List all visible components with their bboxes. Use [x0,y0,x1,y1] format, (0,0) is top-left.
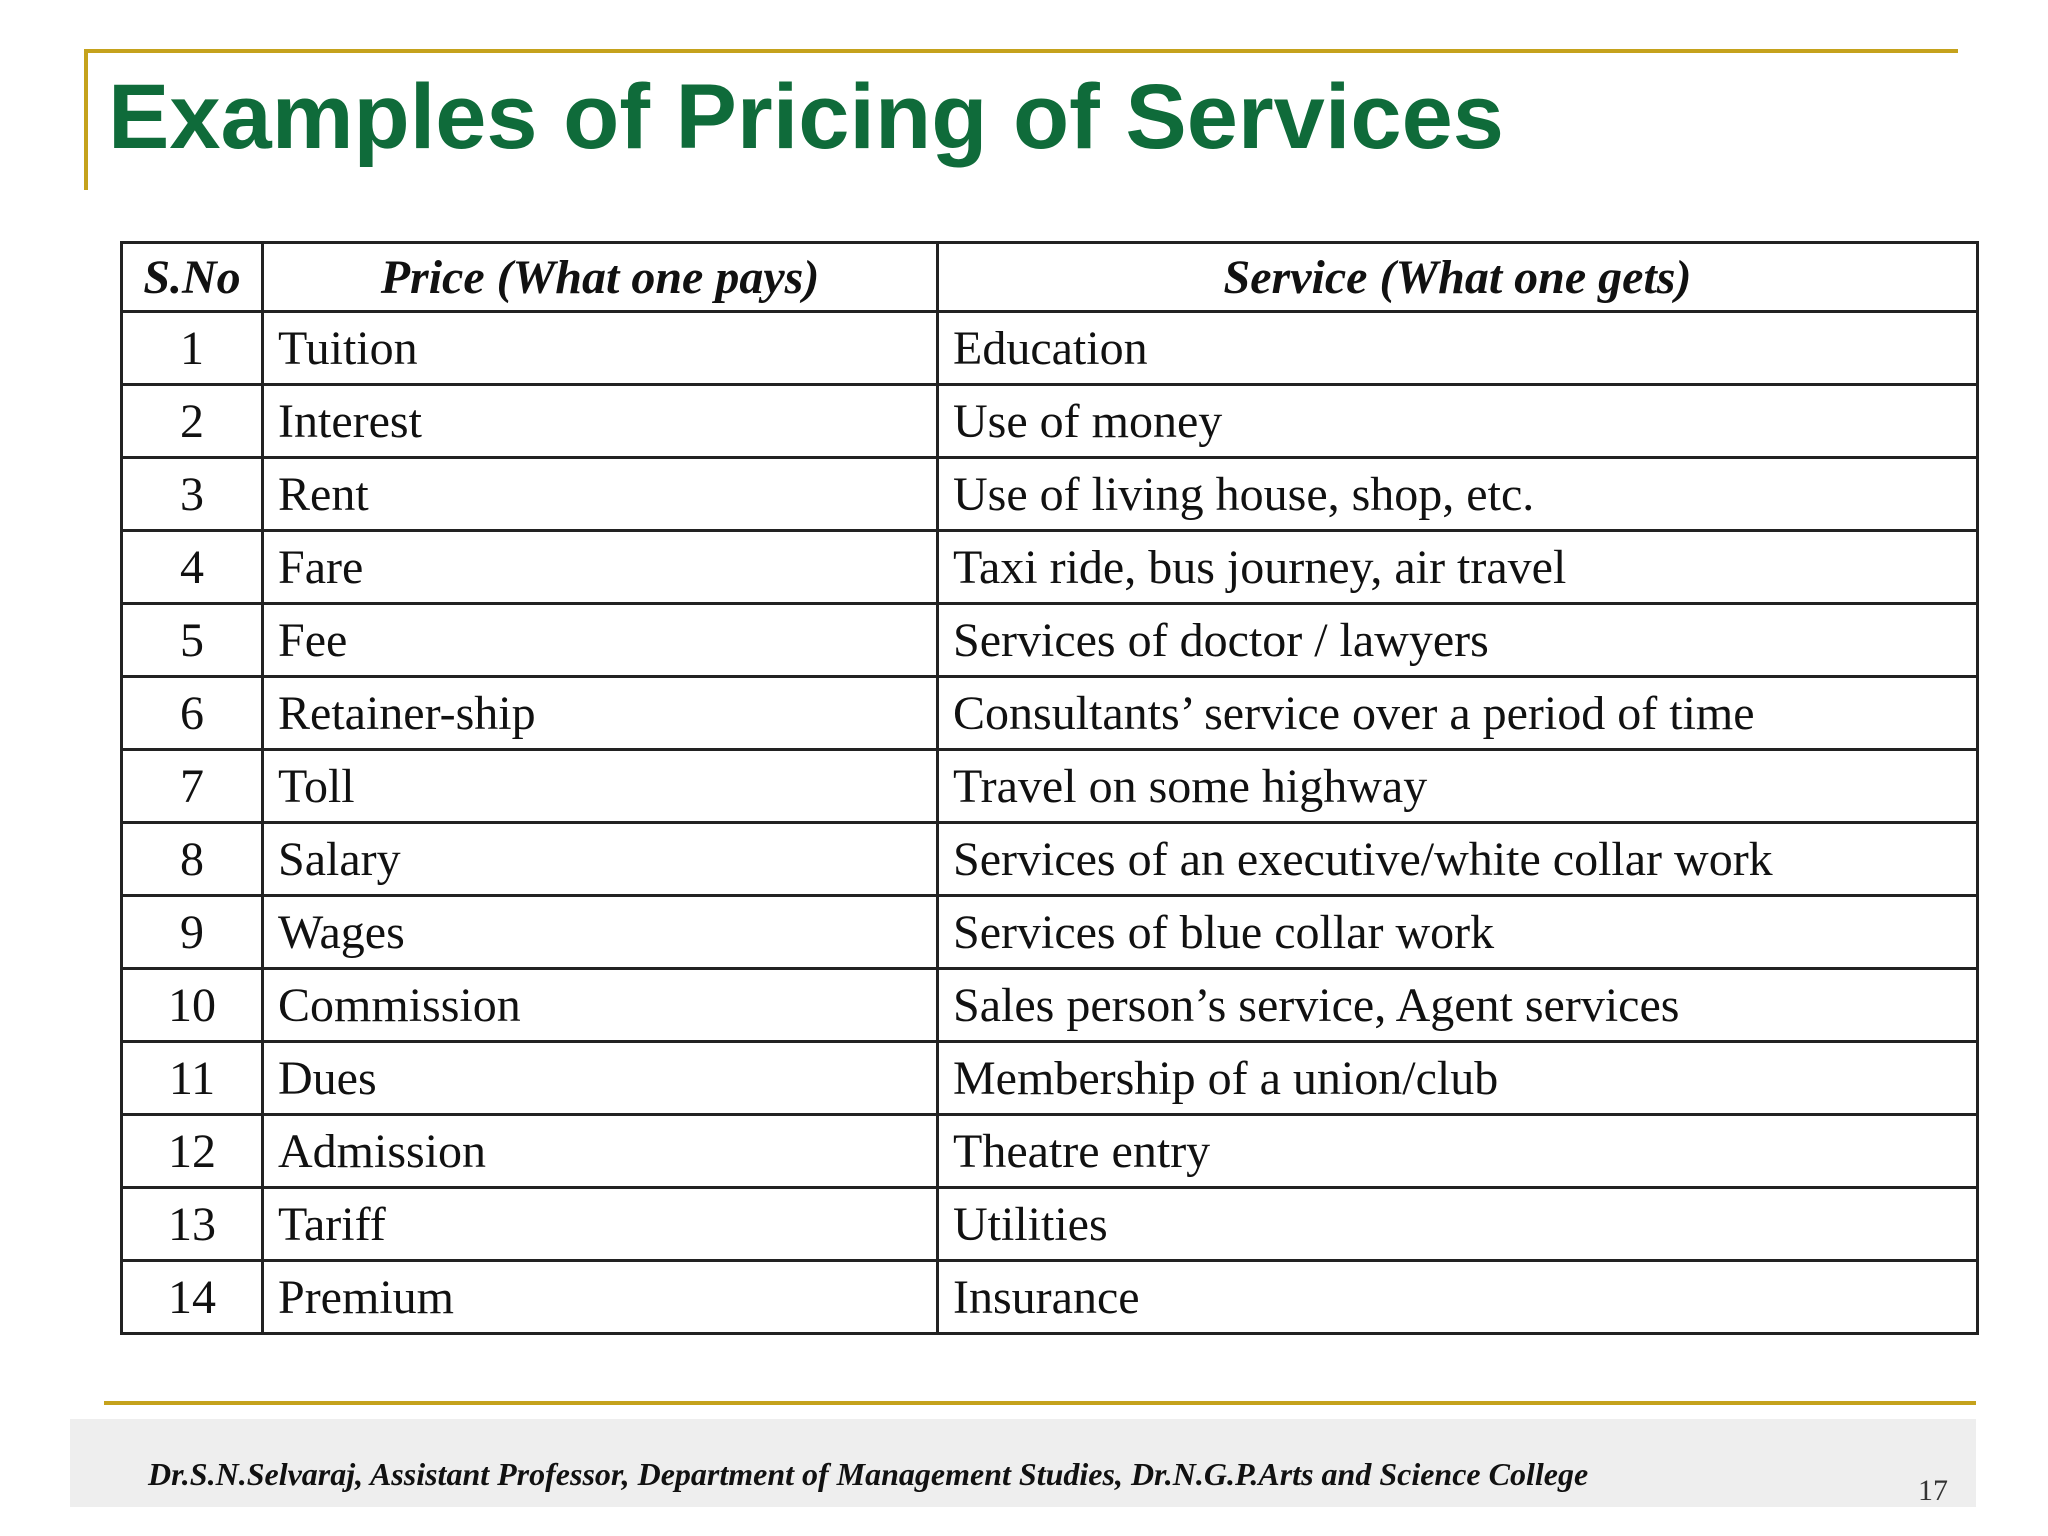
table-row: 4 Fare Taxi ride, bus journey, air trave… [120,529,1979,605]
cell-service: Use of living house, shop, etc. [936,456,1979,532]
cell-sno: 7 [120,748,264,824]
footer-bar [70,1419,1976,1507]
table-row: 1 Tuition Education [120,310,1979,386]
cell-price: Tuition [261,310,939,386]
cell-price: Interest [261,383,939,459]
cell-price: Salary [261,821,939,897]
cell-sno: 11 [120,1040,264,1116]
cell-price: Toll [261,748,939,824]
header-sno: S.No [120,241,264,313]
cell-price: Admission [261,1113,939,1189]
cell-sno: 5 [120,602,264,678]
cell-service: Services of doctor / lawyers [936,602,1979,678]
table-row: 7 Toll Travel on some highway [120,748,1979,824]
footer-author-credit: Dr.S.N.Selvaraj, Assistant Professor, De… [148,1456,1589,1492]
title-top-rule [84,49,1958,53]
cell-service: Education [936,310,1979,386]
footer-top-rule [104,1401,1976,1405]
table-row: 6 Retainer-ship Consultants’ service ove… [120,675,1979,751]
cell-sno: 13 [120,1186,264,1262]
cell-sno: 1 [120,310,264,386]
cell-sno: 12 [120,1113,264,1189]
table-row: 13 Tariff Utilities [120,1186,1979,1262]
cell-sno: 6 [120,675,264,751]
table-row: 10 Commission Sales person’s service, Ag… [120,967,1979,1043]
cell-price: Wages [261,894,939,970]
cell-sno: 2 [120,383,264,459]
cell-service: Use of money [936,383,1979,459]
table-row: 14 Premium Insurance [120,1259,1979,1335]
page-number: 17 [1918,1474,1948,1507]
cell-price: Premium [261,1259,939,1335]
table-row: 9 Wages Services of blue collar work [120,894,1979,970]
table-header-row: S.No Price (What one pays) Service (What… [120,241,1979,313]
header-service: Service (What one gets) [936,241,1979,313]
cell-service: Services of an executive/white collar wo… [936,821,1979,897]
cell-sno: 9 [120,894,264,970]
table-row: 8 Salary Services of an executive/white … [120,821,1979,897]
cell-price: Retainer-ship [261,675,939,751]
table-row: 12 Admission Theatre entry [120,1113,1979,1189]
slide-title: Examples of Pricing of Services [108,66,1504,168]
cell-service: Taxi ride, bus journey, air travel [936,529,1979,605]
cell-service: Utilities [936,1186,1979,1262]
cell-price: Rent [261,456,939,532]
table-row: 3 Rent Use of living house, shop, etc. [120,456,1979,532]
cell-price: Tariff [261,1186,939,1262]
cell-price: Commission [261,967,939,1043]
cell-service: Membership of a union/club [936,1040,1979,1116]
cell-price: Fare [261,529,939,605]
cell-service: Consultants’ service over a period of ti… [936,675,1979,751]
cell-sno: 3 [120,456,264,532]
cell-sno: 10 [120,967,264,1043]
pricing-table: S.No Price (What one pays) Service (What… [120,241,1979,1335]
table-row: 5 Fee Services of doctor / lawyers [120,602,1979,678]
header-price: Price (What one pays) [261,241,939,313]
cell-sno: 8 [120,821,264,897]
table-row: 11 Dues Membership of a union/club [120,1040,1979,1116]
cell-service: Insurance [936,1259,1979,1335]
title-left-rule [84,49,88,190]
cell-service: Travel on some highway [936,748,1979,824]
cell-sno: 14 [120,1259,264,1335]
cell-service: Sales person’s service, Agent services [936,967,1979,1043]
table-row: 2 Interest Use of money [120,383,1979,459]
cell-service: Theatre entry [936,1113,1979,1189]
cell-price: Fee [261,602,939,678]
cell-sno: 4 [120,529,264,605]
cell-service: Services of blue collar work [936,894,1979,970]
cell-price: Dues [261,1040,939,1116]
